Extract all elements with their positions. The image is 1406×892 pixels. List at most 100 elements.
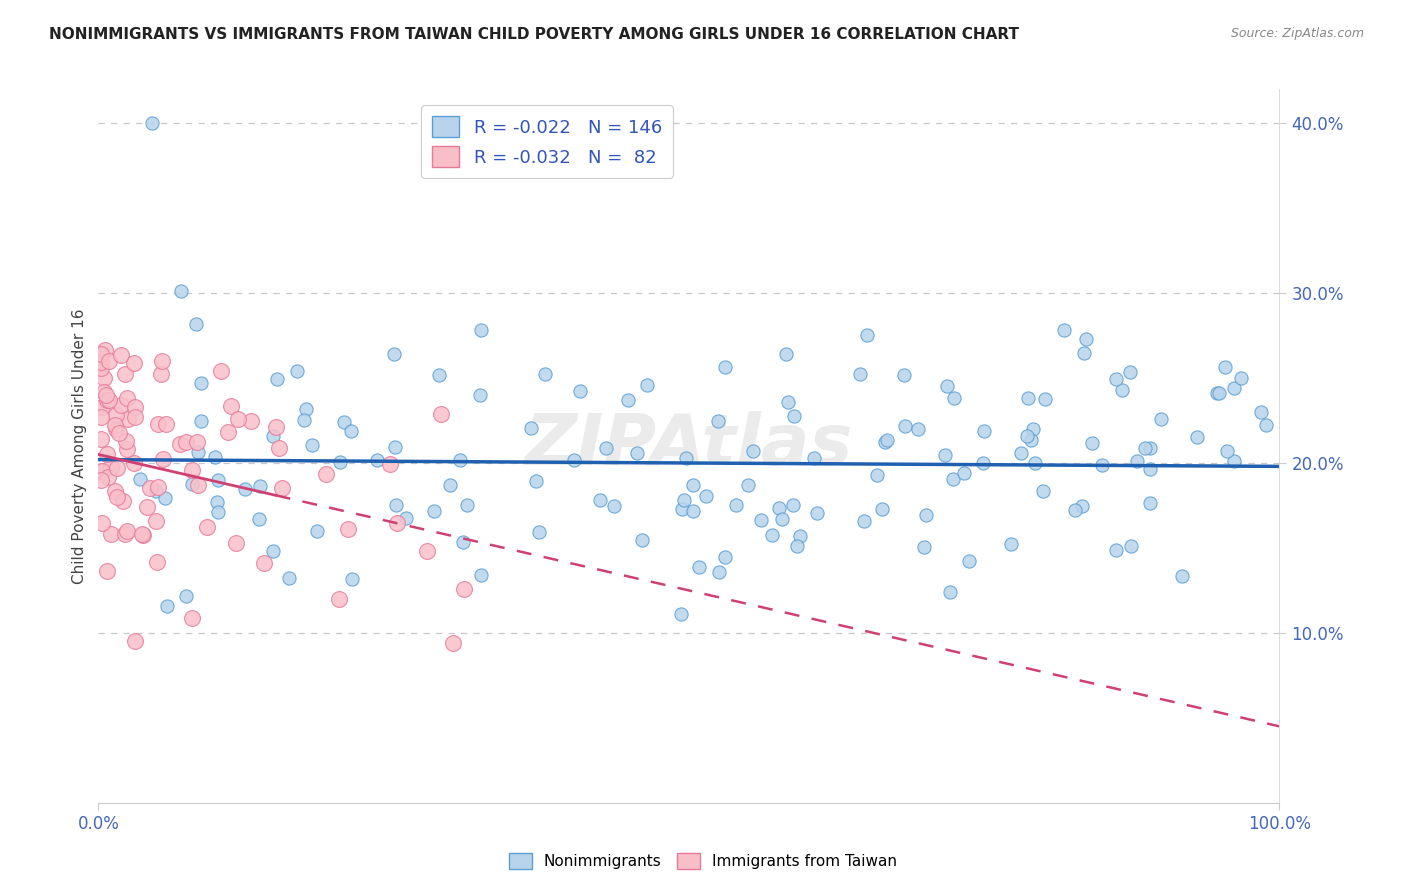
Point <box>876 433 898 447</box>
Point <box>761 528 783 542</box>
Point <box>603 500 626 514</box>
Point <box>149 367 172 381</box>
Legend: R = -0.022   N = 146, R = -0.032   N =  82: R = -0.022 N = 146, R = -0.032 N = 82 <box>422 105 673 178</box>
Point <box>907 422 929 436</box>
Point <box>1215 443 1237 458</box>
Point <box>339 424 361 438</box>
Point <box>156 599 179 613</box>
Point <box>100 527 122 541</box>
Point <box>595 442 617 456</box>
Point <box>141 116 163 130</box>
Point <box>115 434 138 448</box>
Point <box>953 466 976 480</box>
Point <box>105 460 128 475</box>
Point <box>1033 392 1056 406</box>
Point <box>145 514 167 528</box>
Point <box>115 391 138 405</box>
Point <box>267 441 290 455</box>
Point <box>100 459 122 474</box>
Point <box>1019 433 1042 447</box>
Point <box>107 425 129 440</box>
Point <box>1230 370 1253 384</box>
Point <box>90 347 112 361</box>
Point <box>617 392 640 407</box>
Point <box>669 607 692 621</box>
Point <box>1205 386 1227 401</box>
Point <box>1171 569 1194 583</box>
Point <box>115 524 138 538</box>
Y-axis label: Child Poverty Among Girls Under 16: Child Poverty Among Girls Under 16 <box>72 309 87 583</box>
Point <box>93 371 115 385</box>
Point <box>1053 323 1076 337</box>
Point <box>307 524 329 538</box>
Point <box>264 420 287 434</box>
Point <box>111 494 134 508</box>
Point <box>1010 446 1032 460</box>
Point <box>292 413 315 427</box>
Point <box>439 477 461 491</box>
Point <box>533 367 555 381</box>
Point <box>934 448 956 462</box>
Point <box>301 438 323 452</box>
Point <box>340 573 363 587</box>
Point <box>957 554 980 568</box>
Point <box>630 533 652 547</box>
Point <box>707 414 730 428</box>
Point <box>456 499 478 513</box>
Point <box>285 364 308 378</box>
Point <box>449 453 471 467</box>
Point <box>146 555 169 569</box>
Point <box>453 582 475 596</box>
Point <box>384 499 406 513</box>
Point <box>186 317 208 331</box>
Point <box>942 391 965 405</box>
Point <box>1064 502 1087 516</box>
Point <box>139 481 162 495</box>
Point <box>217 425 239 439</box>
Point <box>115 442 138 456</box>
Point <box>207 495 229 509</box>
Point <box>1208 386 1230 401</box>
Point <box>226 412 249 426</box>
Point <box>866 467 889 482</box>
Point <box>148 480 170 494</box>
Point <box>122 456 145 470</box>
Point <box>856 328 879 343</box>
Point <box>187 478 209 492</box>
Point <box>270 481 292 495</box>
Point <box>266 371 288 385</box>
Point <box>1111 383 1133 397</box>
Point <box>870 502 893 516</box>
Point <box>382 347 405 361</box>
Point <box>329 455 352 469</box>
Point <box>96 564 118 578</box>
Point <box>1070 499 1092 513</box>
Point <box>97 354 120 368</box>
Point <box>90 473 112 487</box>
Point <box>124 410 146 425</box>
Point <box>1126 454 1149 468</box>
Point <box>181 463 204 477</box>
Point <box>91 516 114 531</box>
Point <box>90 360 112 375</box>
Point <box>153 491 176 506</box>
Point <box>124 633 146 648</box>
Point <box>749 513 772 527</box>
Point <box>1139 442 1161 456</box>
Point <box>430 407 453 421</box>
Point <box>190 414 212 428</box>
Point <box>262 544 284 558</box>
Point <box>849 367 872 381</box>
Point <box>332 415 354 429</box>
Point <box>741 444 763 458</box>
Point <box>1000 537 1022 551</box>
Point <box>190 376 212 390</box>
Point <box>96 392 118 407</box>
Point <box>129 472 152 486</box>
Point <box>973 425 995 439</box>
Point <box>195 519 218 533</box>
Point <box>110 348 132 362</box>
Point <box>249 479 271 493</box>
Text: NONIMMIGRANTS VS IMMIGRANTS FROM TAIWAN CHILD POVERTY AMONG GIRLS UNDER 16 CORRE: NONIMMIGRANTS VS IMMIGRANTS FROM TAIWAN … <box>49 27 1019 42</box>
Point <box>682 478 704 492</box>
